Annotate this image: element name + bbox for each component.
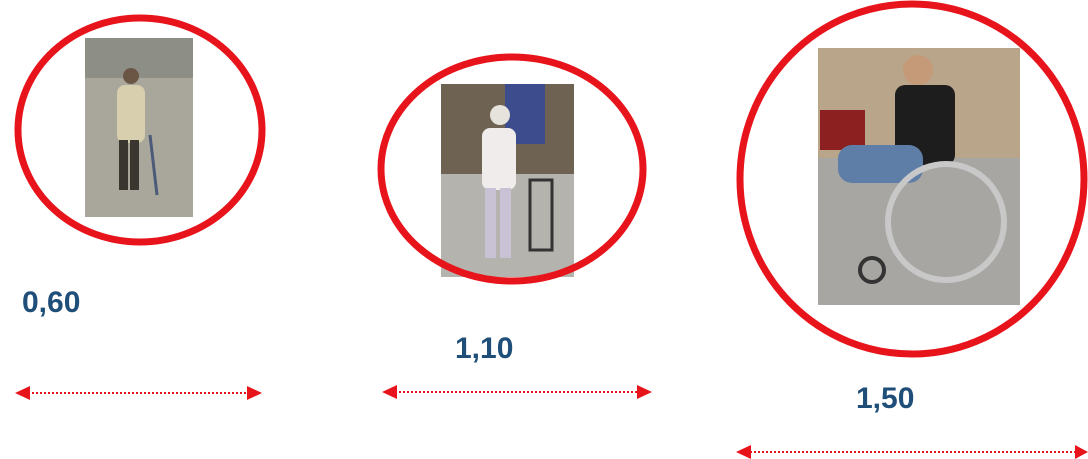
photo-wheelchair [818, 48, 1020, 305]
width-arrow [15, 386, 262, 400]
width-label: 1,10 [455, 332, 513, 365]
width-label: 1,50 [856, 382, 914, 415]
photo-walking-stick [85, 38, 193, 217]
photo-walker [441, 84, 574, 277]
width-label: 0,60 [22, 286, 80, 319]
width-arrow [736, 445, 1088, 459]
diagram: 0,60 1,10 1,50 [0, 0, 1088, 459]
width-arrow [382, 385, 652, 399]
